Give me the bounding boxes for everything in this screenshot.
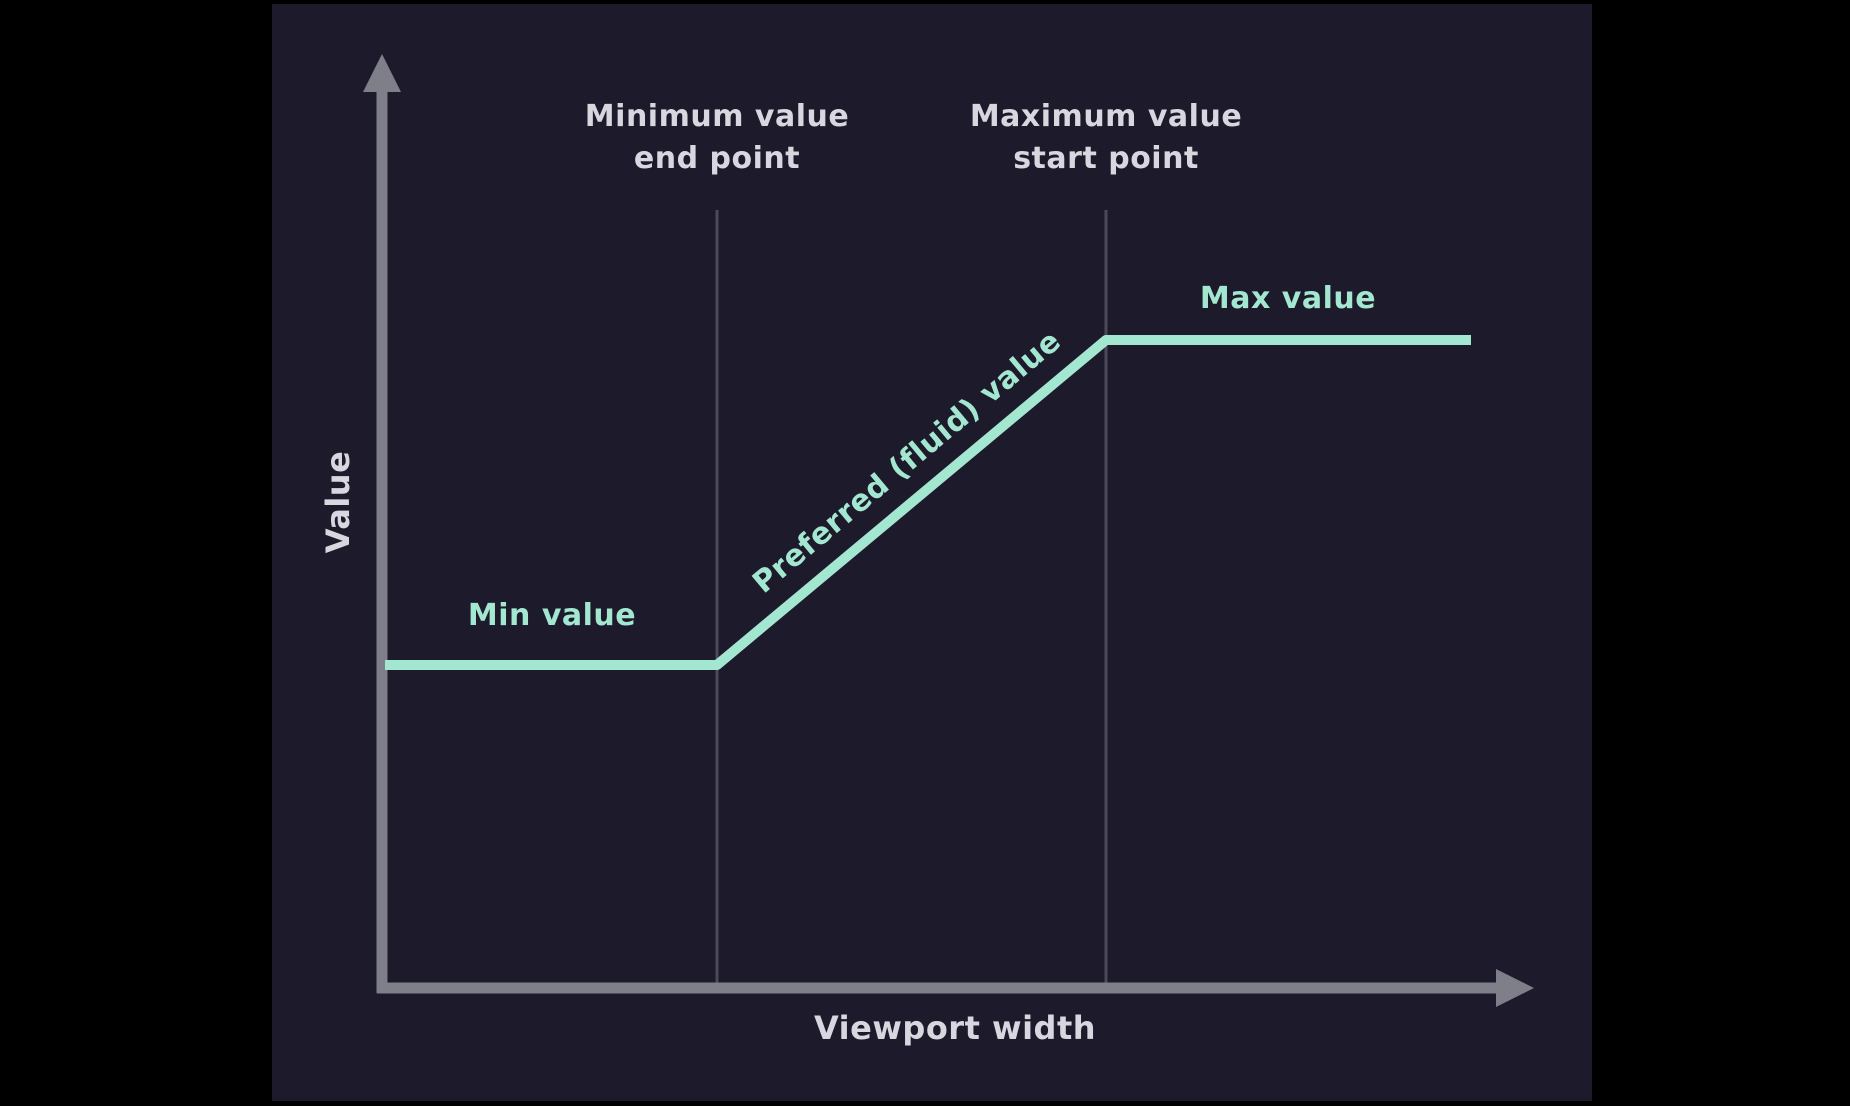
y-axis-label: Value [319, 450, 357, 554]
chart-canvas: Minimum value end point Maximum value st… [272, 4, 1592, 1101]
fluid-value-line [385, 335, 1471, 670]
guide-label-max-start-line1: Maximum value [969, 99, 1243, 134]
guide-label-min-end-line1: Minimum value [584, 99, 850, 134]
guide-label-max-start: Maximum value start point [970, 96, 1242, 180]
guide-label-min-end: Minimum value end point [585, 96, 849, 180]
y-axis-arrow-icon [363, 54, 401, 92]
x-axis-arrow-icon [1496, 969, 1534, 1007]
guide-label-min-end-line2: end point [633, 141, 801, 176]
min-value-label: Min value [467, 598, 637, 633]
guide-label-max-start-line2: start point [1013, 141, 1199, 176]
max-value-label: Max value [1199, 281, 1377, 316]
x-axis-label: Viewport width [813, 1009, 1097, 1047]
chart-figure [363, 54, 1534, 1007]
